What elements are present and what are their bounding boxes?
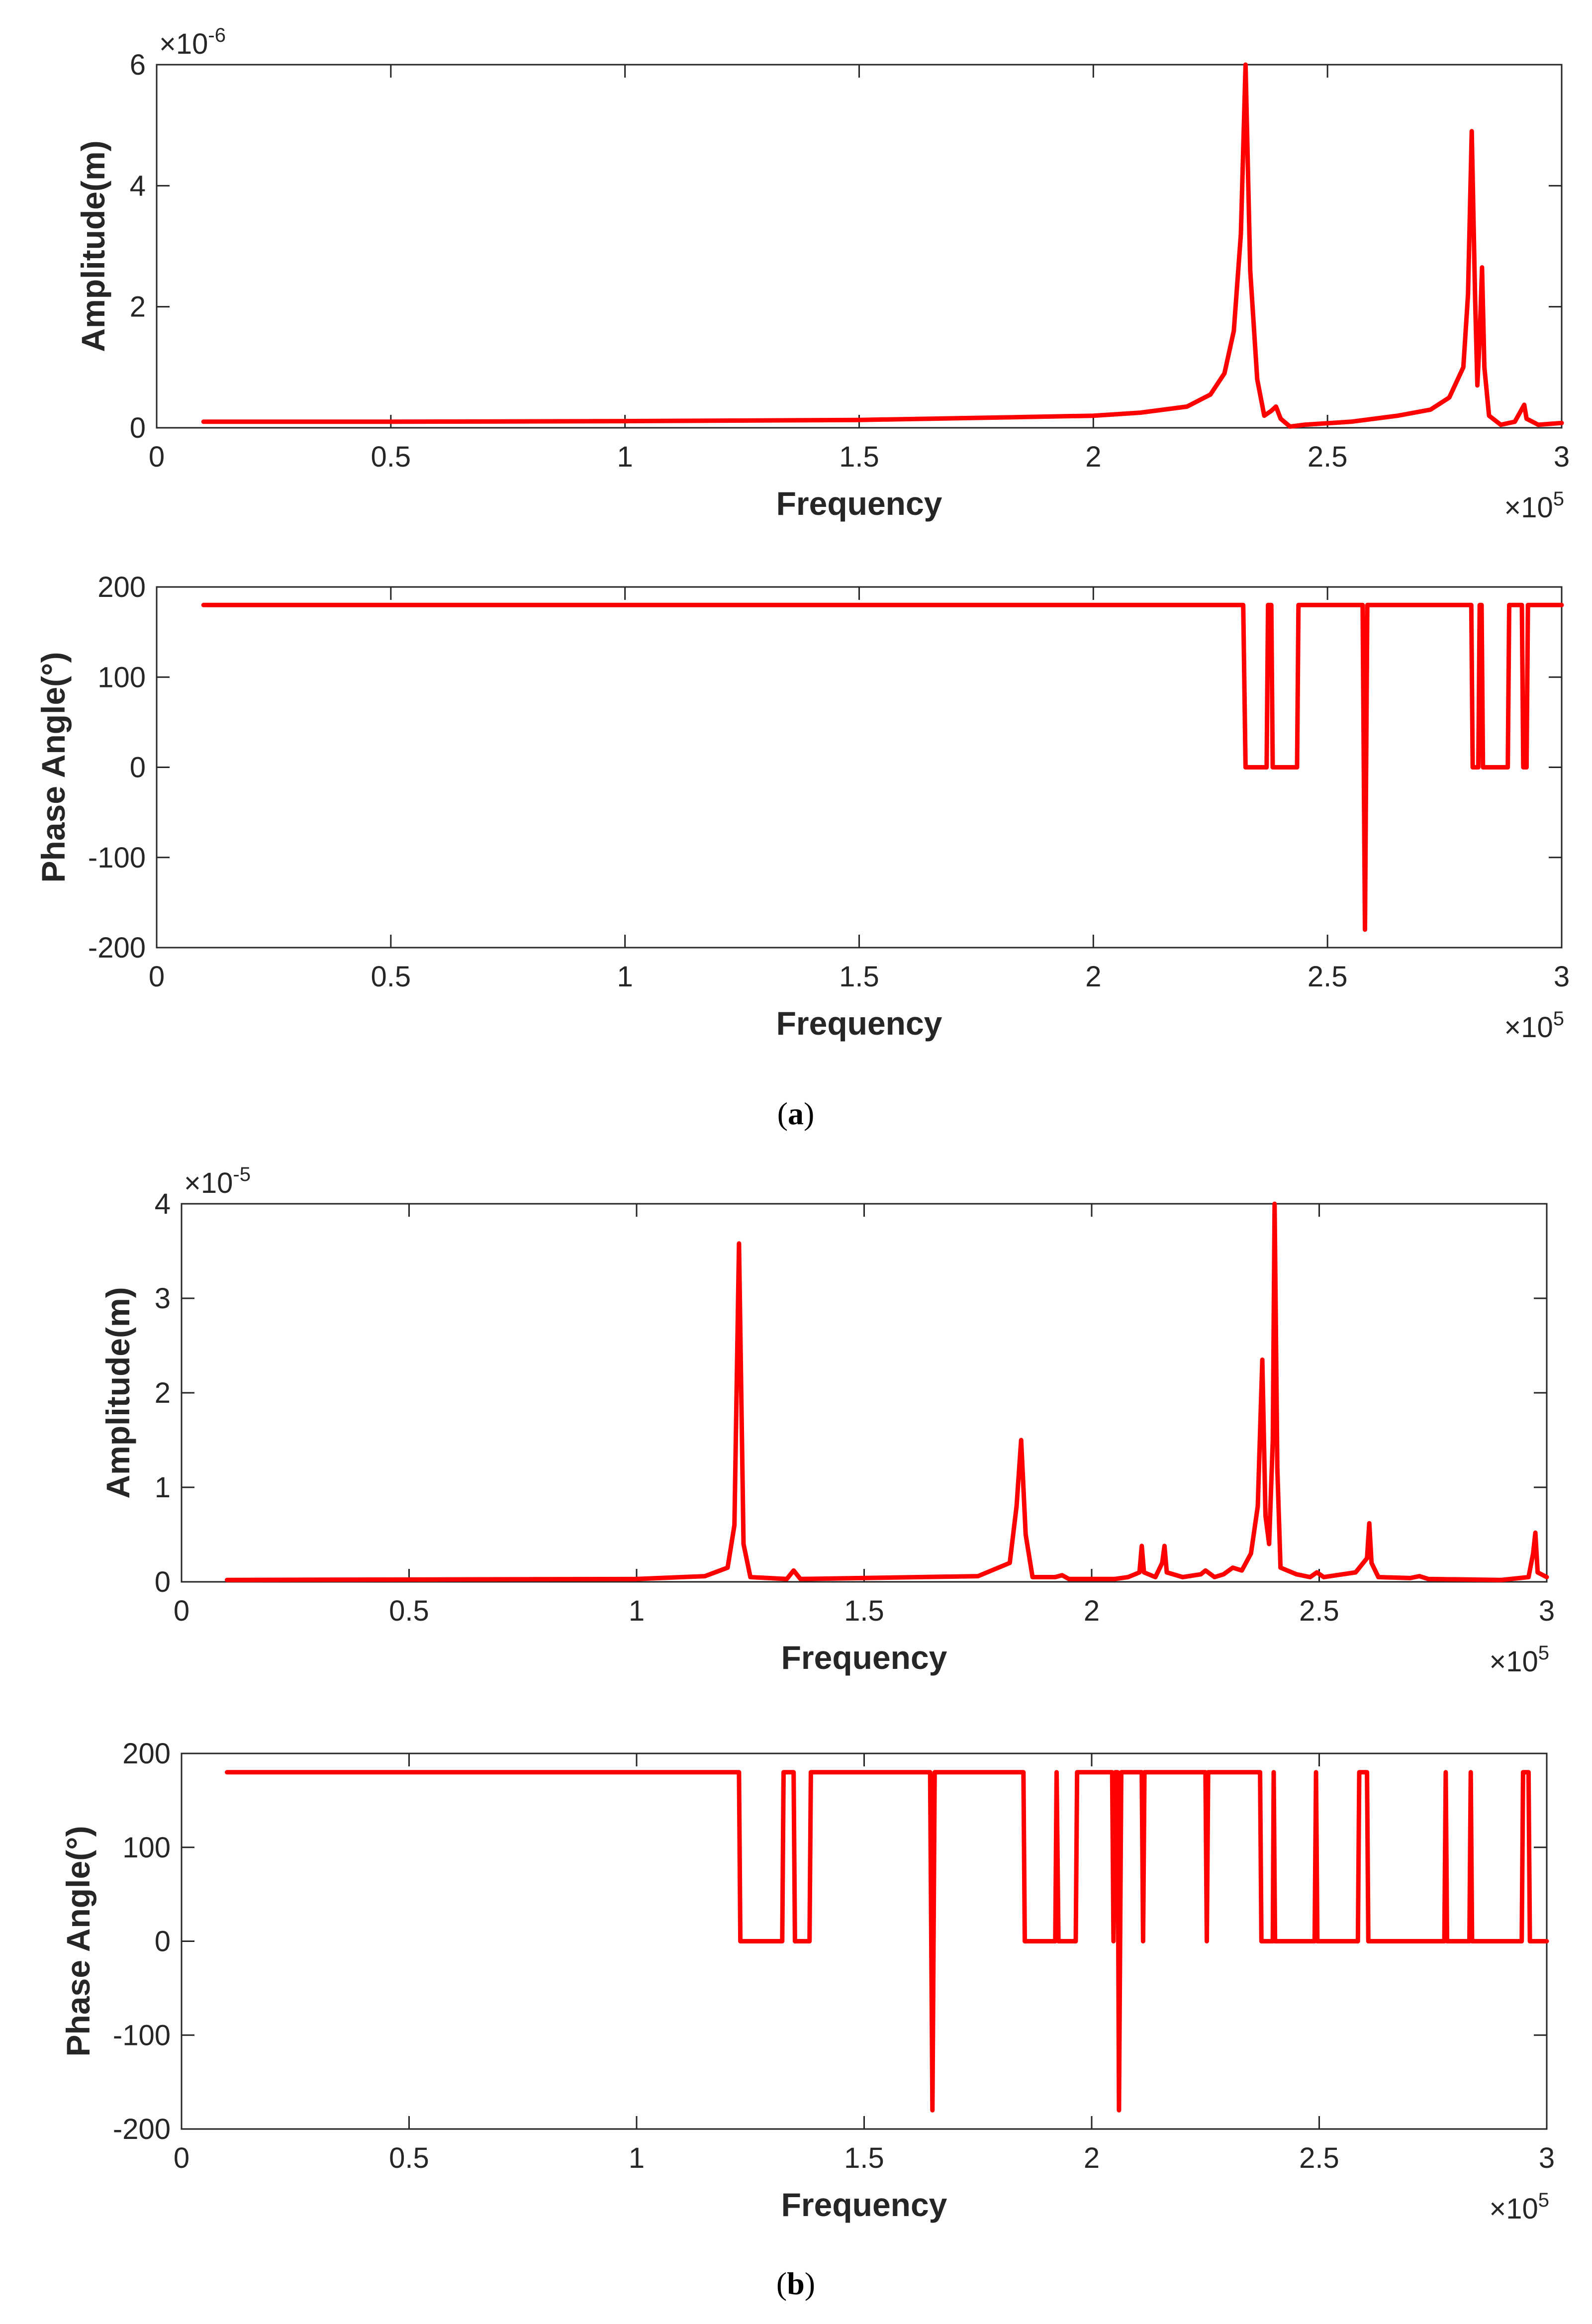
y-tick-label: 4 [155,1188,171,1220]
y-exponent-label: ×10-6 [159,24,226,60]
y-tick-label: 4 [130,170,146,202]
y-tick-label: 100 [122,1832,171,1864]
chart-a-phase: 0 0.5 1 1.5 2 2.5 3 -200 -100 0 100 200 Frequency Pha… [35,571,1570,1044]
y-tick-label: 0 [130,752,146,784]
x-tick-label: 1 [629,1595,645,1627]
y-axis-label: Phase Angle(°) [60,1826,96,2056]
x-tick-label: 0.5 [389,2142,429,2174]
y-tick-label: 0 [130,412,146,444]
y-exponent-label: ×10-5 [184,1163,251,1199]
y-tick-label: 1 [155,1471,171,1504]
y-tick-label: 6 [130,49,146,81]
y-tick-label: 0 [155,1926,171,1958]
chart-b-amplitude: 0 0.5 1 1.5 2 2.5 3 0 1 2 3 4 Frequency Amplitude(m) ×… [99,1163,1555,1678]
series-line-phase [201,602,1564,932]
x-tick-label: 2 [1085,441,1101,473]
x-exponent-label: ×105 [1489,1642,1549,1678]
x-tick-label: 0 [174,1595,189,1627]
y-axis-label: Amplitude(m) [75,140,111,352]
x-tick-label: 0 [149,961,165,993]
x-tick-label: 2.5 [1299,2142,1339,2174]
x-tick-label: 0.5 [371,961,411,993]
x-tick-label: 0.5 [389,1595,429,1627]
x-tick-label: 2 [1084,1595,1100,1627]
caption-b: (b) [776,2266,815,2301]
y-tick-label: 100 [97,661,146,693]
chart-b-phase: 0 0.5 1 1.5 2 2.5 3 -200 -100 0 100 200 Frequency Pha… [60,1738,1555,2225]
series-line-amplitude [225,1201,1549,1582]
x-axis-label: Frequency [776,1005,942,1042]
charts-layer: 0 0.5 1 1.5 2 2.5 3 0 2 4 6 Frequency Amplitude(m) ×1… [35,24,1570,2225]
plot-frame [156,64,1563,429]
x-exponent-label: ×105 [1489,2189,1549,2225]
series-line-phase [225,1770,1549,2113]
x-tick-label: 2.5 [1308,441,1348,473]
x-tick-label: 1 [617,961,633,993]
x-axis-label: Frequency [781,1639,947,1676]
x-tick-label: 0 [174,2142,189,2174]
chart-a-amplitude: 0 0.5 1 1.5 2 2.5 3 0 2 4 6 Frequency Amplitude(m) ×1… [75,24,1570,524]
x-tick-label: 3 [1539,1595,1555,1627]
plot-frame [156,586,1563,949]
x-exponent-label: ×105 [1504,1008,1564,1044]
y-tick-label: 200 [97,571,146,603]
x-tick-label: 1 [617,441,633,473]
x-tick-label: 2.5 [1308,961,1348,993]
x-exponent-label: ×105 [1504,488,1564,524]
x-axis-label: Frequency [781,2186,947,2223]
x-axis-label: Frequency [776,485,942,522]
y-axis-label: Phase Angle(°) [35,652,72,882]
y-tick-label: -100 [88,842,146,874]
x-tick-label: 1.5 [839,961,879,993]
x-tick-label: 2.5 [1299,1595,1339,1627]
caption-a: (a) [777,1096,815,1131]
x-tick-label: 1.5 [844,1595,884,1627]
x-tick-label: 3 [1539,2142,1555,2174]
x-tick-label: 2 [1085,961,1101,993]
x-tick-label: 0.5 [371,441,411,473]
y-axis-label: Amplitude(m) [99,1287,136,1498]
x-tick-label: 1.5 [844,2142,884,2174]
y-tick-label: 200 [122,1738,171,1770]
y-tick-label: 0 [155,1566,171,1598]
series-line-amplitude [201,62,1564,429]
plot-frame [181,1203,1548,1583]
x-tick-label: 1 [629,2142,645,2174]
y-tick-label: 3 [155,1282,171,1315]
y-tick-label: 2 [155,1377,171,1409]
y-tick-label: -100 [113,2019,171,2051]
x-tick-label: 0 [149,441,165,473]
x-tick-label: 3 [1554,441,1570,473]
y-tick-label: -200 [113,2113,171,2145]
y-tick-label: 2 [130,291,146,323]
x-tick-label: 2 [1084,2142,1100,2174]
y-tick-label: -200 [88,932,146,964]
x-tick-label: 3 [1554,961,1570,993]
x-tick-label: 1.5 [839,441,879,473]
